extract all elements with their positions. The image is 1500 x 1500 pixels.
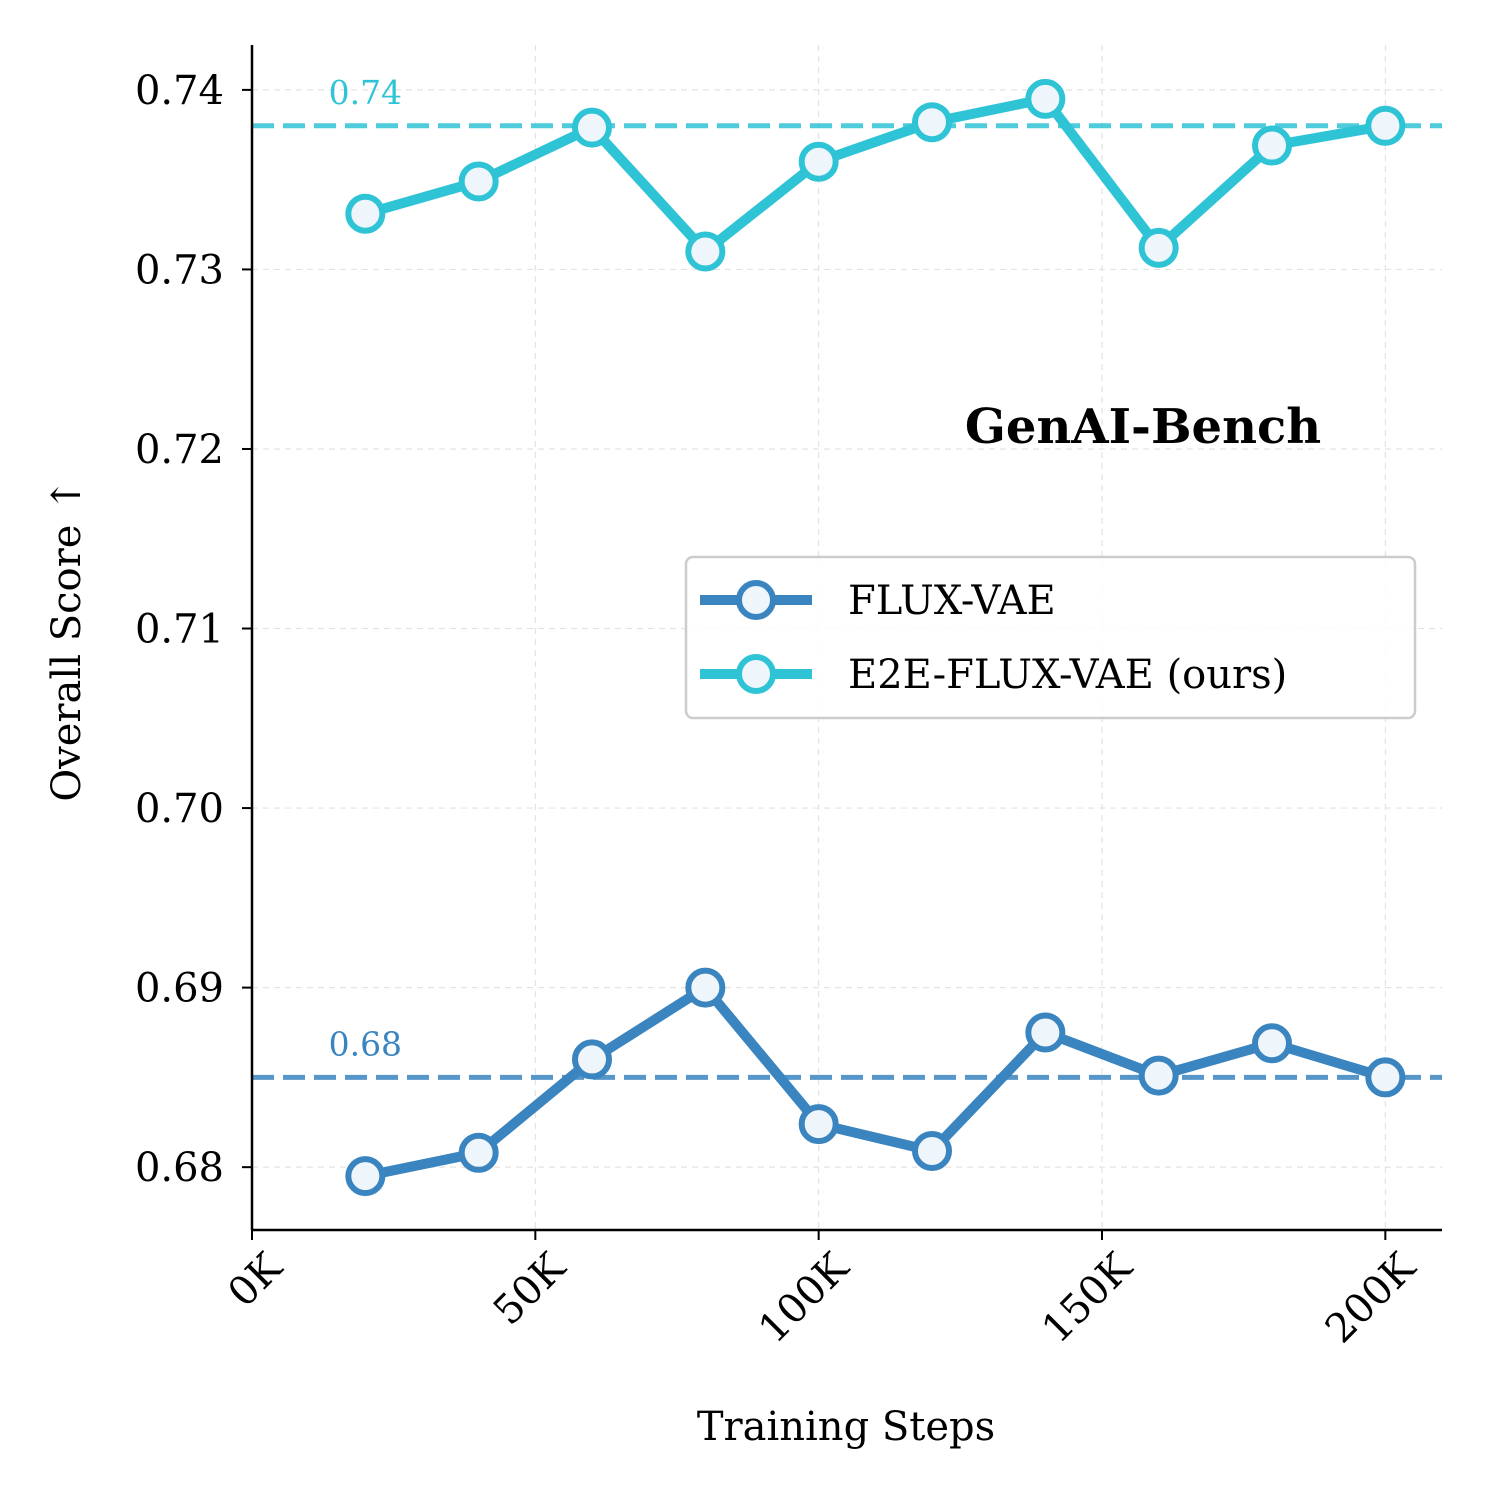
legend-marker-2 xyxy=(736,654,776,694)
x-tick-label: 100K xyxy=(750,1244,858,1352)
y-tick-label: 0.73 xyxy=(135,247,224,293)
data-point xyxy=(798,141,839,182)
data-point xyxy=(1138,227,1179,268)
y-tick-label: 0.70 xyxy=(135,786,224,832)
legend-label-2: E2E-FLUX-VAE (ours) xyxy=(848,652,1287,698)
data-point xyxy=(458,161,499,202)
reference-label-1: 0.68 xyxy=(329,1024,402,1063)
data-point xyxy=(912,102,952,143)
data-point xyxy=(685,967,726,1008)
y-tick-label: 0.71 xyxy=(135,607,224,653)
data-point xyxy=(1365,105,1406,146)
x-tick-label: 0K xyxy=(219,1244,291,1316)
legend: FLUX-VAE E2E-FLUX-VAE (ours) xyxy=(684,555,1417,720)
series-lines xyxy=(345,78,1406,1197)
data-point xyxy=(1252,125,1292,166)
y-tick-label: 0.72 xyxy=(135,427,224,473)
y-axis-label: Overall Score ↑ xyxy=(44,478,90,801)
x-tick-label: 200K xyxy=(1317,1244,1425,1352)
x-tick-label: 150K xyxy=(1033,1244,1141,1352)
data-point xyxy=(345,193,386,234)
data-point xyxy=(1138,1055,1179,1096)
grid xyxy=(251,45,1442,1230)
data-point xyxy=(1365,1057,1406,1098)
data-point xyxy=(1252,1023,1292,1064)
x-axis-label: Training Steps xyxy=(697,1404,995,1450)
legend-label-1: FLUX-VAE xyxy=(848,578,1056,624)
legend-frame xyxy=(684,555,1417,720)
data-point xyxy=(912,1131,952,1171)
data-point xyxy=(798,1104,839,1145)
chart-title: GenAI-Bench xyxy=(965,399,1321,455)
reference-lines: 0.68 0.74 xyxy=(252,73,1442,1080)
data-point xyxy=(572,107,612,148)
y-tick-label: 0.74 xyxy=(135,68,224,114)
legend-marker-1 xyxy=(736,580,776,620)
y-tick-label: 0.68 xyxy=(135,1145,224,1191)
x-tick-label: 50K xyxy=(485,1244,575,1334)
reference-label-2: 0.74 xyxy=(329,73,402,112)
data-point xyxy=(1025,1012,1066,1053)
y-tick-label: 0.69 xyxy=(135,966,224,1012)
data-point xyxy=(1025,78,1066,119)
series-line-2 xyxy=(363,93,1387,259)
data-point xyxy=(345,1156,386,1197)
data-point xyxy=(458,1132,499,1173)
data-point xyxy=(572,1039,612,1080)
series-line-1 xyxy=(364,981,1387,1182)
data-point xyxy=(685,231,726,272)
